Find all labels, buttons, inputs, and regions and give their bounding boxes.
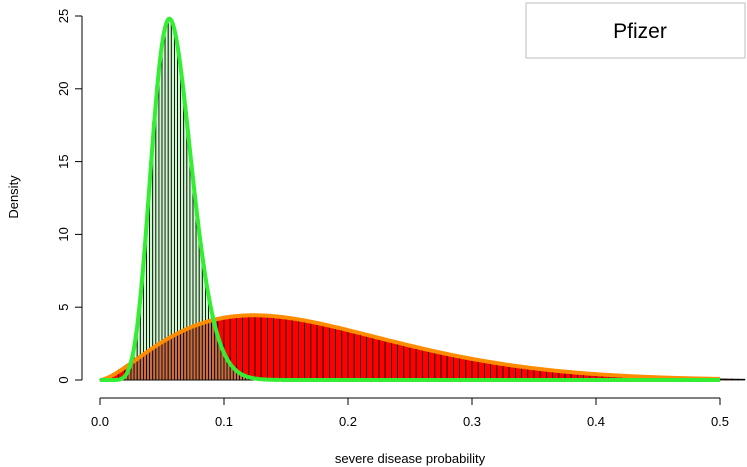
histogram-bar <box>297 319 305 381</box>
histogram-bar <box>158 55 163 381</box>
histogram-bar <box>186 134 191 381</box>
histogram-bar <box>167 18 172 381</box>
legend-entry: Pfizer <box>613 20 667 43</box>
histogram-bar <box>384 339 392 381</box>
histogram-bar <box>310 321 318 381</box>
histogram-bar <box>409 345 417 381</box>
histogram-bar <box>397 342 405 381</box>
histogram-bar <box>366 335 374 381</box>
x-tick-label: 0.3 <box>463 414 481 429</box>
histogram-bar <box>180 79 185 381</box>
histogram-bar <box>266 315 274 381</box>
histogram-bar <box>322 324 330 381</box>
histogram-bar <box>434 351 442 381</box>
histogram-bar <box>378 338 386 381</box>
histogram-bar <box>403 344 411 381</box>
legend: Pfizer <box>525 2 746 59</box>
histogram-bar <box>440 352 448 381</box>
y-tick-label: 20 <box>56 82 71 96</box>
histogram-bar <box>459 356 467 381</box>
histogram-bar <box>490 362 498 381</box>
y-tick-label: 15 <box>56 154 71 168</box>
histogram-bar <box>471 359 479 381</box>
histogram-bar <box>421 348 429 381</box>
density-curve-narrow <box>99 16 721 382</box>
histogram-bar <box>347 330 355 381</box>
histogram-bar <box>372 336 380 381</box>
histogram-bar <box>273 316 281 381</box>
histogram-bar <box>452 355 460 381</box>
histogram-bar <box>496 363 504 381</box>
legend-box <box>525 2 746 59</box>
y-axis-title: Density <box>6 175 21 219</box>
x-axis: 0.0 0.1 0.2 0.3 0.4 0.5 <box>91 397 729 429</box>
histogram-bar <box>242 315 250 381</box>
histogram-bar <box>390 341 398 381</box>
y-tick-label: 25 <box>56 9 71 23</box>
histogram-bar <box>359 333 367 381</box>
histogram-bar <box>183 106 188 381</box>
histogram-bar <box>477 360 485 381</box>
histogram-bar <box>328 326 336 381</box>
histogram-bar <box>719 378 727 381</box>
histogram-bar <box>353 332 361 381</box>
histogram-bar <box>164 21 169 381</box>
histogram-bar <box>335 327 343 381</box>
histogram-bar <box>738 378 746 381</box>
histogram-bar <box>173 36 178 381</box>
y-tick-label: 5 <box>56 304 71 311</box>
histogram-bar <box>446 354 454 381</box>
y-tick-label: 0 <box>56 376 71 383</box>
x-tick-label: 0.1 <box>215 414 233 429</box>
density-curve-wide <box>99 313 721 382</box>
histogram-bar <box>192 192 197 381</box>
histogram-bar <box>316 323 324 381</box>
x-tick-label: 0.2 <box>339 414 357 429</box>
x-tick-label: 0.0 <box>91 414 109 429</box>
histogram-bar <box>254 314 262 381</box>
histogram-bar <box>732 378 740 381</box>
y-axis: 0 5 10 15 20 25 <box>56 9 83 384</box>
histogram-bar <box>285 317 293 381</box>
histogram-bar <box>304 320 312 381</box>
x-axis-title: severe disease probability <box>335 451 486 466</box>
histogram-bar <box>189 163 194 381</box>
histogram-bar <box>483 361 491 381</box>
histogram-bar <box>341 328 349 381</box>
histogram-bar <box>170 23 175 381</box>
histogram-bar <box>248 314 256 381</box>
histogram-bar <box>428 350 436 381</box>
histogram-bar <box>465 357 473 381</box>
histogram-bar <box>725 378 733 381</box>
x-tick-label: 0.5 <box>711 414 729 429</box>
histogram-bar <box>161 34 166 381</box>
x-tick-label: 0.4 <box>587 414 605 429</box>
y-tick-label: 10 <box>56 227 71 241</box>
histogram-bar <box>260 315 268 381</box>
histogram-bar <box>291 318 299 381</box>
histogram-bar <box>415 347 423 381</box>
histogram-bar <box>155 85 160 381</box>
histogram-bar <box>279 316 287 381</box>
